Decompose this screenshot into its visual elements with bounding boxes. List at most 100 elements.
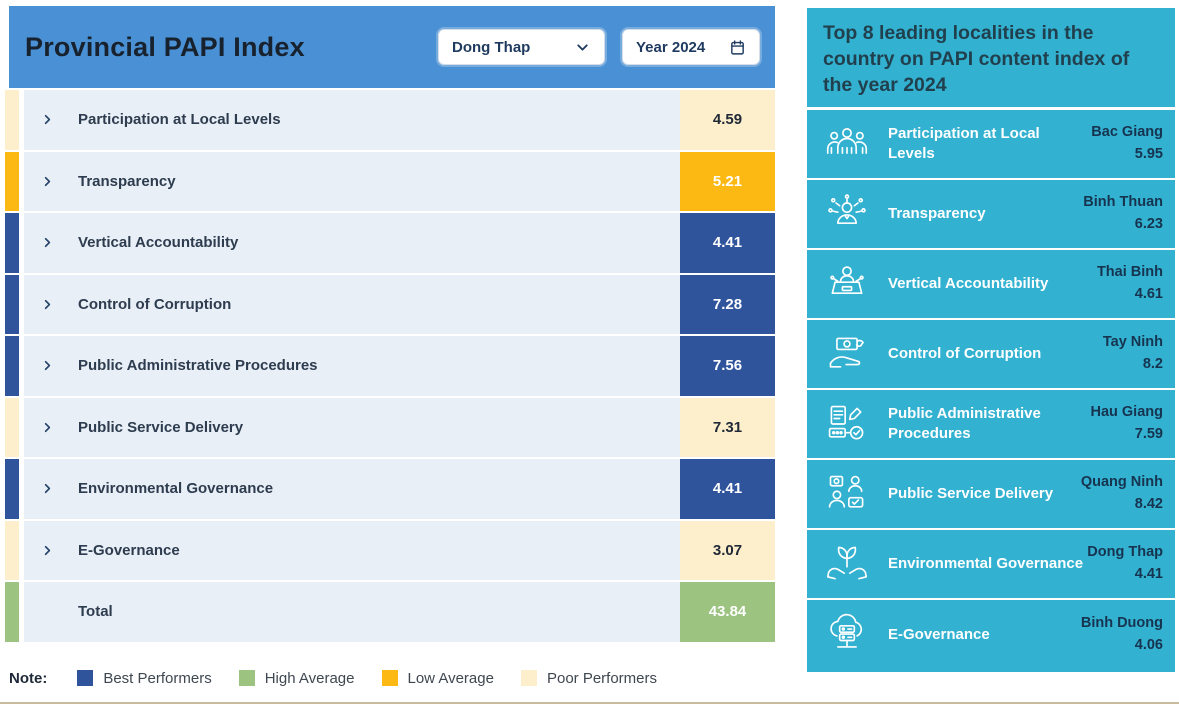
category-label: Participation at Local Levels xyxy=(888,124,1040,162)
legend-swatch xyxy=(381,670,398,686)
table-row[interactable]: Environmental Governance 4.41 xyxy=(0,459,775,519)
hands-plant-icon xyxy=(825,542,869,586)
list-item: Public Service Delivery Quang Ninh 8.42 xyxy=(807,460,1175,530)
legend-swatch xyxy=(238,670,255,686)
legend-label: Best Performers xyxy=(103,669,212,687)
legend-item: Low Average xyxy=(381,670,494,687)
note-label: Note: xyxy=(9,669,48,687)
table-row-body: Environmental Governance xyxy=(24,459,680,519)
table-row[interactable]: Participation at Local Levels 4.59 xyxy=(0,90,775,150)
table-row-body: Transparency xyxy=(24,151,680,211)
locality-block: Binh Thuan 6.23 xyxy=(1083,192,1163,236)
row-label: Total xyxy=(78,603,113,621)
legend-label: High Average xyxy=(264,669,355,687)
province-select-value: Dong Thap xyxy=(452,38,531,56)
row-label: Environmental Governance xyxy=(78,480,274,498)
year-select[interactable]: Year 2024 xyxy=(622,29,760,65)
chevron-right-icon xyxy=(44,545,51,555)
table-row: Total 43.84 xyxy=(0,582,775,642)
locality-value: 8.2 xyxy=(1142,356,1163,372)
locality-name: Binh Duong xyxy=(1080,615,1163,632)
status-strip xyxy=(5,336,19,396)
chevron-right-icon xyxy=(44,238,51,248)
legend-item: Poor Performers xyxy=(520,669,658,687)
row-label: Public Administrative Procedures xyxy=(78,357,318,375)
row-value: 3.07 xyxy=(680,520,775,580)
category-label: Public Administrative Procedures xyxy=(888,404,1041,442)
locality-value: 6.23 xyxy=(1134,216,1163,232)
chevron-right-icon xyxy=(44,115,51,125)
table-row[interactable]: E-Governance 3.07 xyxy=(0,520,775,580)
table-row[interactable]: Public Service Delivery 7.31 xyxy=(0,397,775,457)
table-row-body: Vertical Accountability xyxy=(24,213,680,273)
row-value: 4.41 xyxy=(680,459,775,519)
category-label: Environmental Governance xyxy=(888,554,1084,572)
locality-name: Bac Giang xyxy=(1091,124,1163,141)
table-row[interactable]: Control of Corruption 7.28 xyxy=(0,274,775,334)
header-controls: Dong Thap Year 2024 xyxy=(438,29,760,65)
service-people-icon xyxy=(825,472,869,516)
locality-block: Dong Thap 4.41 xyxy=(1087,542,1163,586)
table-row-body: Control of Corruption xyxy=(24,274,680,334)
table-row[interactable]: Transparency 5.21 xyxy=(0,151,775,211)
list-item: Public Administrative Procedures Hau Gia… xyxy=(807,390,1175,460)
list-item: E-Governance Binh Duong 4.06 xyxy=(807,600,1175,670)
row-value: 7.56 xyxy=(680,336,775,396)
announcement-icon xyxy=(825,192,869,236)
chevron-right-icon xyxy=(44,176,51,186)
table-row-body: Public Service Delivery xyxy=(24,397,680,457)
locality-name: Quang Ninh xyxy=(1080,474,1163,491)
locality-block: Tay Ninh 8.2 xyxy=(1103,332,1163,376)
legend-swatch xyxy=(520,670,537,686)
year-select-value: Year 2024 xyxy=(636,38,706,56)
calendar-icon xyxy=(731,39,744,55)
locality-name: Dong Thap xyxy=(1087,544,1163,561)
row-label: Control of Corruption xyxy=(78,295,232,313)
row-value: 4.41 xyxy=(680,213,775,273)
row-label: Transparency xyxy=(78,172,176,190)
legend-item: Best Performers xyxy=(77,669,212,687)
status-strip xyxy=(5,151,19,211)
locality-block: Bac Giang 5.95 xyxy=(1091,122,1163,166)
cloud-server-icon xyxy=(825,613,869,657)
list-item: Vertical Accountability Thai Binh 4.61 xyxy=(807,250,1175,320)
documents-check-icon xyxy=(825,402,869,446)
chevron-right-icon xyxy=(44,484,51,494)
row-value: 7.31 xyxy=(680,397,775,457)
table-row[interactable]: Vertical Accountability 4.41 xyxy=(0,213,775,273)
status-strip xyxy=(5,397,19,457)
row-label: Participation at Local Levels xyxy=(78,111,281,129)
chevron-right-icon xyxy=(44,299,51,309)
legend-swatch xyxy=(77,670,94,686)
papi-index-section: Provincial PAPI Index Dong Thap Year 202… xyxy=(0,6,775,687)
locality-value: 5.95 xyxy=(1134,146,1163,162)
province-select[interactable]: Dong Thap xyxy=(438,29,605,65)
table-row-body: Participation at Local Levels xyxy=(24,90,680,150)
locality-value: 4.06 xyxy=(1134,637,1163,653)
papi-table: Participation at Local Levels 4.59 Trans… xyxy=(0,90,775,642)
status-strip xyxy=(5,213,19,273)
category-label: Transparency xyxy=(888,204,986,222)
category-label: E-Governance xyxy=(888,625,990,643)
table-row-body: Public Administrative Procedures xyxy=(24,336,680,396)
table-row-body: E-Governance xyxy=(24,520,680,580)
top8-title: Top 8 leading localities in the country … xyxy=(807,8,1175,110)
status-strip xyxy=(5,520,19,580)
chevron-right-icon xyxy=(44,361,51,371)
note-row: Note: Best Performers High Average Low A… xyxy=(9,670,775,687)
chevron-down-icon xyxy=(577,43,588,51)
category-label: Public Service Delivery xyxy=(888,484,1054,502)
locality-value: 4.41 xyxy=(1134,566,1163,582)
locality-name: Thai Binh xyxy=(1096,264,1163,281)
podium-icon xyxy=(825,262,869,306)
status-strip xyxy=(5,90,19,150)
list-item: Participation at Local Levels Bac Giang … xyxy=(807,110,1175,180)
category-label: Control of Corruption xyxy=(888,344,1042,362)
status-strip xyxy=(5,274,19,334)
locality-name: Tay Ninh xyxy=(1102,334,1163,351)
legend-label: Poor Performers xyxy=(546,669,658,687)
users-group-icon xyxy=(825,122,869,166)
row-value: 43.84 xyxy=(680,582,775,642)
locality-value: 8.42 xyxy=(1134,496,1163,512)
table-row[interactable]: Public Administrative Procedures 7.56 xyxy=(0,336,775,396)
